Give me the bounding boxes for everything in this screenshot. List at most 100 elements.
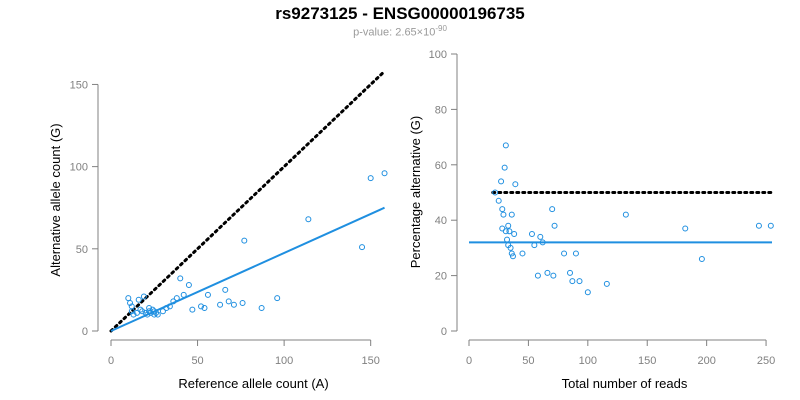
data-point: [508, 211, 515, 218]
y-tick-label: 150: [70, 79, 88, 91]
data-point: [189, 306, 196, 313]
data-point: [506, 228, 513, 235]
data-point: [682, 225, 689, 232]
data-point: [381, 170, 388, 177]
data-point: [576, 278, 583, 285]
data-point: [135, 296, 142, 303]
data-point: [128, 308, 135, 315]
y-tick-label: 60: [435, 160, 447, 172]
data-point: [504, 236, 511, 243]
chart-title: rs9273125 - ENSG00000196735: [275, 4, 525, 23]
data-point: [509, 253, 516, 260]
y-tick-label: 40: [435, 215, 447, 227]
data-point: [201, 304, 208, 311]
data-point: [198, 303, 205, 310]
data-point: [359, 244, 366, 251]
x-tick-label: 50: [522, 355, 534, 367]
data-point: [569, 278, 576, 285]
x-tick-label: 150: [638, 355, 656, 367]
data-point: [144, 311, 151, 318]
x-tick-label: 0: [108, 355, 114, 367]
data-point: [495, 197, 502, 204]
data-point: [153, 309, 160, 316]
data-point: [159, 308, 166, 315]
data-point: [180, 291, 187, 298]
data-point: [258, 304, 265, 311]
data-point: [305, 216, 312, 223]
data-point: [125, 295, 132, 302]
data-point: [567, 269, 573, 276]
data-point: [217, 301, 224, 308]
data-point: [501, 164, 508, 171]
y-tick-label: 20: [435, 271, 447, 283]
data-point: [508, 250, 515, 257]
data-point: [139, 308, 146, 315]
data-point: [572, 250, 579, 257]
chart-subtitle: p-value: 2.65×10-90: [0, 24, 800, 39]
data-point: [222, 286, 229, 293]
data-point: [767, 222, 774, 229]
data-point: [204, 291, 211, 298]
data-point: [502, 142, 509, 149]
right-panel: 0 50 100 150 200 250 0 20 40 60 80 100 Total number …: [408, 49, 775, 391]
y-axis-label: Percentage alternative (G): [408, 116, 423, 268]
data-point: [755, 222, 762, 229]
data-point: [603, 280, 610, 287]
data-point: [241, 237, 248, 244]
x-tick-label: 0: [466, 355, 472, 367]
data-point: [512, 181, 519, 188]
data-point: [499, 206, 506, 213]
data-point: [177, 275, 184, 282]
data-point: [225, 298, 232, 305]
data-point: [549, 206, 556, 213]
data-point: [498, 178, 505, 185]
data-point: [531, 242, 538, 249]
y-tick-label: 80: [435, 104, 447, 116]
data-point: [500, 211, 507, 218]
p-value-text: p-value: 2.65×10: [353, 26, 436, 39]
data-point: [367, 175, 374, 182]
data-point: [561, 250, 568, 257]
left-panel: 0 50 100 150 0 50 100 150 Reference allele count…: [48, 71, 388, 391]
y-axis-label: Alternative allele count (G): [48, 123, 63, 276]
data-point: [239, 300, 246, 307]
x-axis-label: Reference allele count (A): [178, 376, 328, 391]
x-tick-label: 150: [362, 355, 380, 367]
data-point: [507, 244, 514, 251]
data-point: [584, 289, 591, 296]
data-point: [170, 298, 177, 305]
data-point: [127, 300, 134, 307]
data-point: [185, 281, 192, 288]
data-point: [140, 293, 147, 300]
data-point: [137, 306, 144, 313]
data-point: [151, 311, 158, 318]
data-point: [151, 308, 158, 315]
data-point: [502, 228, 509, 235]
data-point: [274, 295, 281, 302]
data-point: [550, 272, 557, 279]
x-tick-label: 50: [191, 355, 203, 367]
data-point: [133, 309, 140, 316]
data-point: [230, 301, 237, 308]
data-point: [511, 231, 518, 238]
x-axis-label: Total number of reads: [562, 376, 688, 391]
data-point: [154, 311, 161, 318]
data-point: [534, 272, 541, 279]
reference-line: [109, 71, 385, 333]
y-tick-label: 0: [82, 326, 88, 338]
data-point: [698, 255, 705, 262]
x-tick-label: 200: [697, 355, 715, 367]
data-point: [537, 233, 544, 240]
data-point: [166, 303, 173, 310]
y-tick-label: 50: [76, 244, 88, 256]
data-point: [622, 211, 629, 218]
data-point: [544, 269, 551, 276]
data-point: [539, 239, 546, 246]
data-point: [551, 222, 558, 229]
p-value-exponent: -90: [435, 24, 447, 33]
data-point: [163, 304, 170, 311]
y-tick-label: 0: [441, 326, 447, 338]
x-tick-label: 250: [757, 355, 775, 367]
